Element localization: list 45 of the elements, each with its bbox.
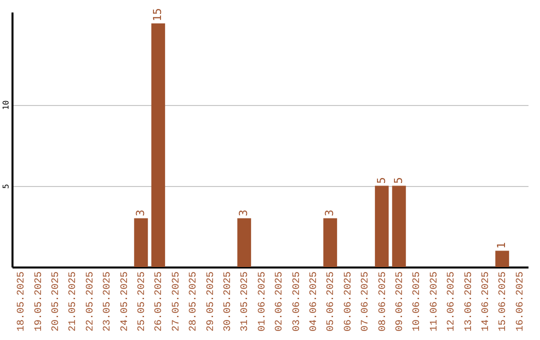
x-tick-label: 13.06.2025 xyxy=(464,272,475,332)
x-tick-label: 28.05.2025 xyxy=(188,272,200,332)
x-tick-label: 01.06.2025 xyxy=(257,272,268,332)
x-tick-label: 08.06.2025 xyxy=(378,272,389,332)
data-label: 1 xyxy=(495,242,508,249)
x-tick-label: 12.06.2025 xyxy=(446,272,458,332)
x-tick-label: 07.06.2025 xyxy=(360,272,372,332)
x-tick-label: 15.06.2025 xyxy=(498,272,510,332)
bar xyxy=(495,250,510,267)
x-tick-label: 24.05.2025 xyxy=(120,272,131,332)
data-label: 3 xyxy=(134,210,147,216)
bar xyxy=(374,186,389,267)
x-tick-label: 14.06.2025 xyxy=(481,272,492,332)
x-tick-label: 18.05.2025 xyxy=(16,272,28,332)
x-tick-label: 20.05.2025 xyxy=(51,272,62,332)
x-tick-label: 27.05.2025 xyxy=(171,272,182,332)
x-tick-label: 04.06.2025 xyxy=(309,272,320,332)
x-tick-label: 03.06.2025 xyxy=(292,272,303,332)
bar xyxy=(392,186,406,267)
y-tick-label: 10 xyxy=(2,100,10,110)
x-tick-label: 06.06.2025 xyxy=(343,272,354,332)
x-tick-label: 02.06.2025 xyxy=(274,272,286,332)
x-tick-label: 10.06.2025 xyxy=(412,272,424,332)
x-tick-label: 31.05.2025 xyxy=(240,272,252,332)
data-label: 15 xyxy=(151,8,164,22)
bar xyxy=(134,218,148,267)
x-tick-label: 30.05.2025 xyxy=(223,272,234,332)
x-tick-label: 23.05.2025 xyxy=(102,272,114,332)
bar xyxy=(151,23,166,267)
data-label: 5 xyxy=(374,177,388,184)
bar xyxy=(237,218,252,267)
x-tick-label: 09.06.2025 xyxy=(395,272,406,332)
x-tick-label: 29.05.2025 xyxy=(206,272,217,332)
x-tick-label: 21.05.2025 xyxy=(68,272,80,332)
x-tick-label: 22.05.2025 xyxy=(85,272,96,332)
data-label: 5 xyxy=(392,177,405,184)
x-tick-label: 11.06.2025 xyxy=(429,272,440,332)
data-label: 3 xyxy=(237,210,250,216)
data-label: 3 xyxy=(323,210,336,216)
x-tick-label: 26.05.2025 xyxy=(154,272,166,332)
bar xyxy=(323,218,338,267)
x-tick-label: 16.06.2025 xyxy=(515,272,526,332)
x-tick-label: 19.05.2025 xyxy=(34,272,45,332)
x-tick-label: 05.06.2025 xyxy=(326,272,338,332)
x-tick-label: 25.05.2025 xyxy=(137,272,148,332)
